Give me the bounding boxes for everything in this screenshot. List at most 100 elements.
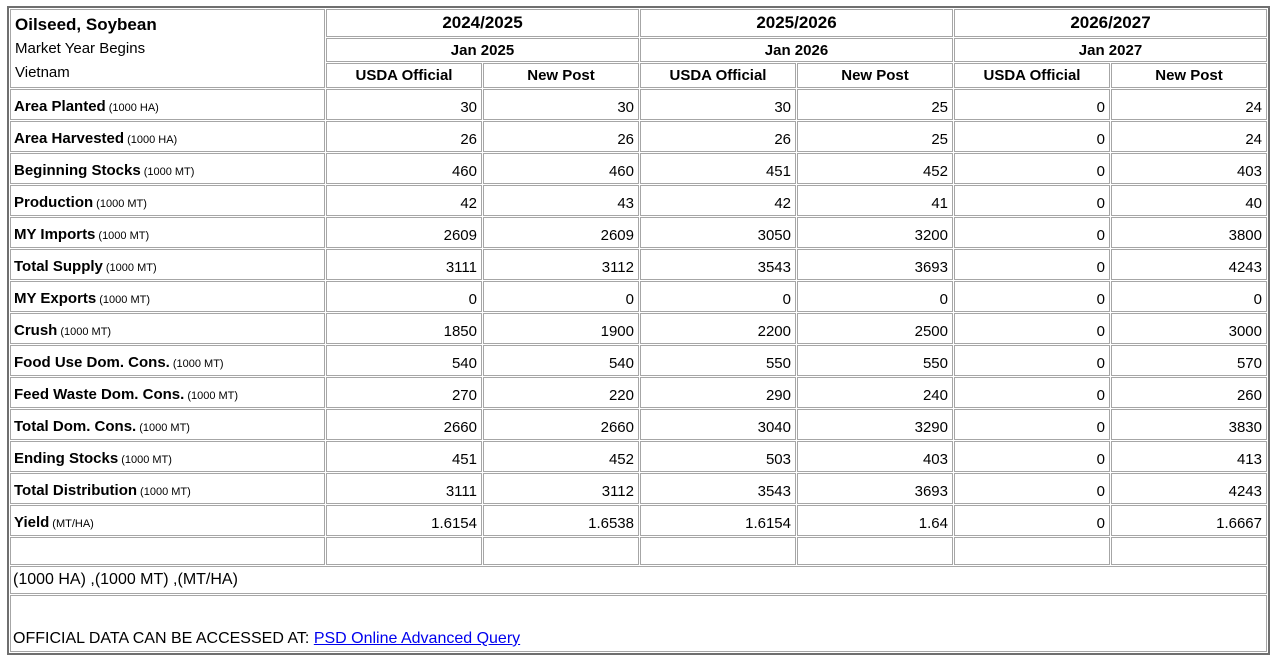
value-cell: 290	[640, 377, 796, 408]
value-cell: 0	[954, 121, 1110, 152]
row-label: MY Imports	[14, 226, 96, 243]
value-cell: 3112	[483, 473, 639, 504]
row-label: Area Planted	[14, 98, 106, 115]
value-cell: 0	[954, 185, 1110, 216]
begin-date-2026-2027: Jan 2027	[954, 37, 1267, 63]
value-cell: 403	[1111, 153, 1267, 184]
value-cell: 240	[797, 377, 953, 408]
value-cell: 451	[326, 441, 482, 472]
empty-cell	[483, 537, 639, 565]
value-cell: 3111	[326, 473, 482, 504]
value-cell: 2200	[640, 313, 796, 344]
value-cell: 24	[1111, 121, 1267, 152]
value-cell: 1.64	[797, 505, 953, 536]
table-row: Total Distribution (1000 MT) 3111 3112 3543 3…	[10, 473, 1267, 504]
row-label: Total Distribution	[14, 482, 138, 499]
empty-cell	[10, 537, 325, 565]
value-cell: 0	[954, 441, 1110, 472]
value-cell: 25	[797, 121, 953, 152]
value-cell: 3200	[797, 217, 953, 248]
value-cell: 3693	[797, 473, 953, 504]
value-cell: 3693	[797, 249, 953, 280]
value-cell: 570	[1111, 345, 1267, 376]
row-unit: (1000 MT)	[96, 198, 147, 210]
row-label-cell: Beginning Stocks (1000 MT)	[10, 153, 325, 184]
row-label-cell: Food Use Dom. Cons. (1000 MT)	[10, 345, 325, 376]
usda-official-header-3: USDA Official	[954, 63, 1110, 88]
value-cell: 25	[797, 89, 953, 120]
value-cell: 0	[1111, 281, 1267, 312]
value-cell: 3050	[640, 217, 796, 248]
value-cell: 4243	[1111, 249, 1267, 280]
row-unit: (MT/HA)	[52, 518, 94, 530]
value-cell: 460	[326, 153, 482, 184]
value-cell: 503	[640, 441, 796, 472]
value-cell: 3800	[1111, 217, 1267, 248]
value-cell: 260	[1111, 377, 1267, 408]
usda-official-header-2: USDA Official	[640, 63, 796, 88]
value-cell: 550	[640, 345, 796, 376]
row-label-cell: Total Supply (1000 MT)	[10, 249, 325, 280]
empty-cell	[1111, 537, 1267, 565]
value-cell: 3112	[483, 249, 639, 280]
value-cell: 1.6154	[326, 505, 482, 536]
empty-cell	[640, 537, 796, 565]
value-cell: 0	[954, 217, 1110, 248]
value-cell: 3543	[640, 473, 796, 504]
value-cell: 1.6538	[483, 505, 639, 536]
row-label: Food Use Dom. Cons.	[14, 354, 170, 371]
value-cell: 460	[483, 153, 639, 184]
row-label-cell: Crush (1000 MT)	[10, 313, 325, 344]
value-cell: 3290	[797, 409, 953, 440]
value-cell: 4243	[1111, 473, 1267, 504]
value-cell: 0	[483, 281, 639, 312]
row-unit: (1000 MT)	[187, 390, 239, 402]
table-row: Yield (MT/HA) 1.6154 1.6538 1.6154 1.64 0 1.666…	[10, 505, 1267, 536]
value-cell: 2609	[326, 217, 482, 248]
row-label: Beginning Stocks	[14, 162, 141, 179]
row-label-cell: Yield (MT/HA)	[10, 505, 325, 536]
table-row: Food Use Dom. Cons. (1000 MT) 540 540 550 550…	[10, 345, 1267, 376]
psd-online-link[interactable]: PSD Online Advanced Query	[313, 630, 521, 647]
value-cell: 0	[954, 313, 1110, 344]
country-label: Vietnam	[15, 64, 70, 81]
row-label: Total Supply	[14, 258, 103, 275]
row-unit: (1000 HA)	[127, 134, 178, 146]
new-post-header-3: New Post	[1111, 63, 1267, 88]
empty-cell	[797, 537, 953, 565]
begin-date-2025-2026: Jan 2026	[640, 37, 953, 63]
row-label-cell: Area Planted (1000 HA)	[10, 89, 325, 120]
row-unit: (1000 MT)	[60, 326, 112, 338]
new-post-header-2: New Post	[797, 63, 953, 88]
value-cell: 451	[640, 153, 796, 184]
value-cell: 0	[326, 281, 482, 312]
value-cell: 1900	[483, 313, 639, 344]
value-cell: 1.6154	[640, 505, 796, 536]
value-cell: 26	[640, 121, 796, 152]
value-cell: 0	[954, 89, 1110, 120]
value-cell: 26	[326, 121, 482, 152]
row-unit: (1000 MT)	[143, 166, 195, 178]
row-label-cell: Area Harvested (1000 HA)	[10, 121, 325, 152]
market-year-begins-label: Market Year Begins	[15, 40, 146, 57]
market-year-begin-row: Jan 2025 Jan 2026 Jan 2027	[10, 37, 1267, 63]
value-cell: 413	[1111, 441, 1267, 472]
value-cell: 0	[640, 281, 796, 312]
table-row: Ending Stocks (1000 MT) 451 452 503 403 0 413	[10, 441, 1267, 472]
source-header-row: USDA Official New Post USDA Official New…	[10, 63, 1267, 88]
value-cell: 2660	[326, 409, 482, 440]
value-cell: 42	[640, 185, 796, 216]
value-cell: 0	[954, 345, 1110, 376]
row-label: Ending Stocks	[14, 450, 119, 467]
commodity-header-cell: Oilseed, Soybean Market Year Begins Viet…	[10, 9, 325, 88]
begin-date-2024-2025: Jan 2025	[326, 37, 639, 63]
value-cell: 3000	[1111, 313, 1267, 344]
value-cell: 3830	[1111, 409, 1267, 440]
value-cell: 1850	[326, 313, 482, 344]
value-cell: 0	[954, 377, 1110, 408]
value-cell: 3040	[640, 409, 796, 440]
value-cell: 550	[797, 345, 953, 376]
value-cell: 3543	[640, 249, 796, 280]
row-unit: (1000 MT)	[99, 294, 150, 306]
